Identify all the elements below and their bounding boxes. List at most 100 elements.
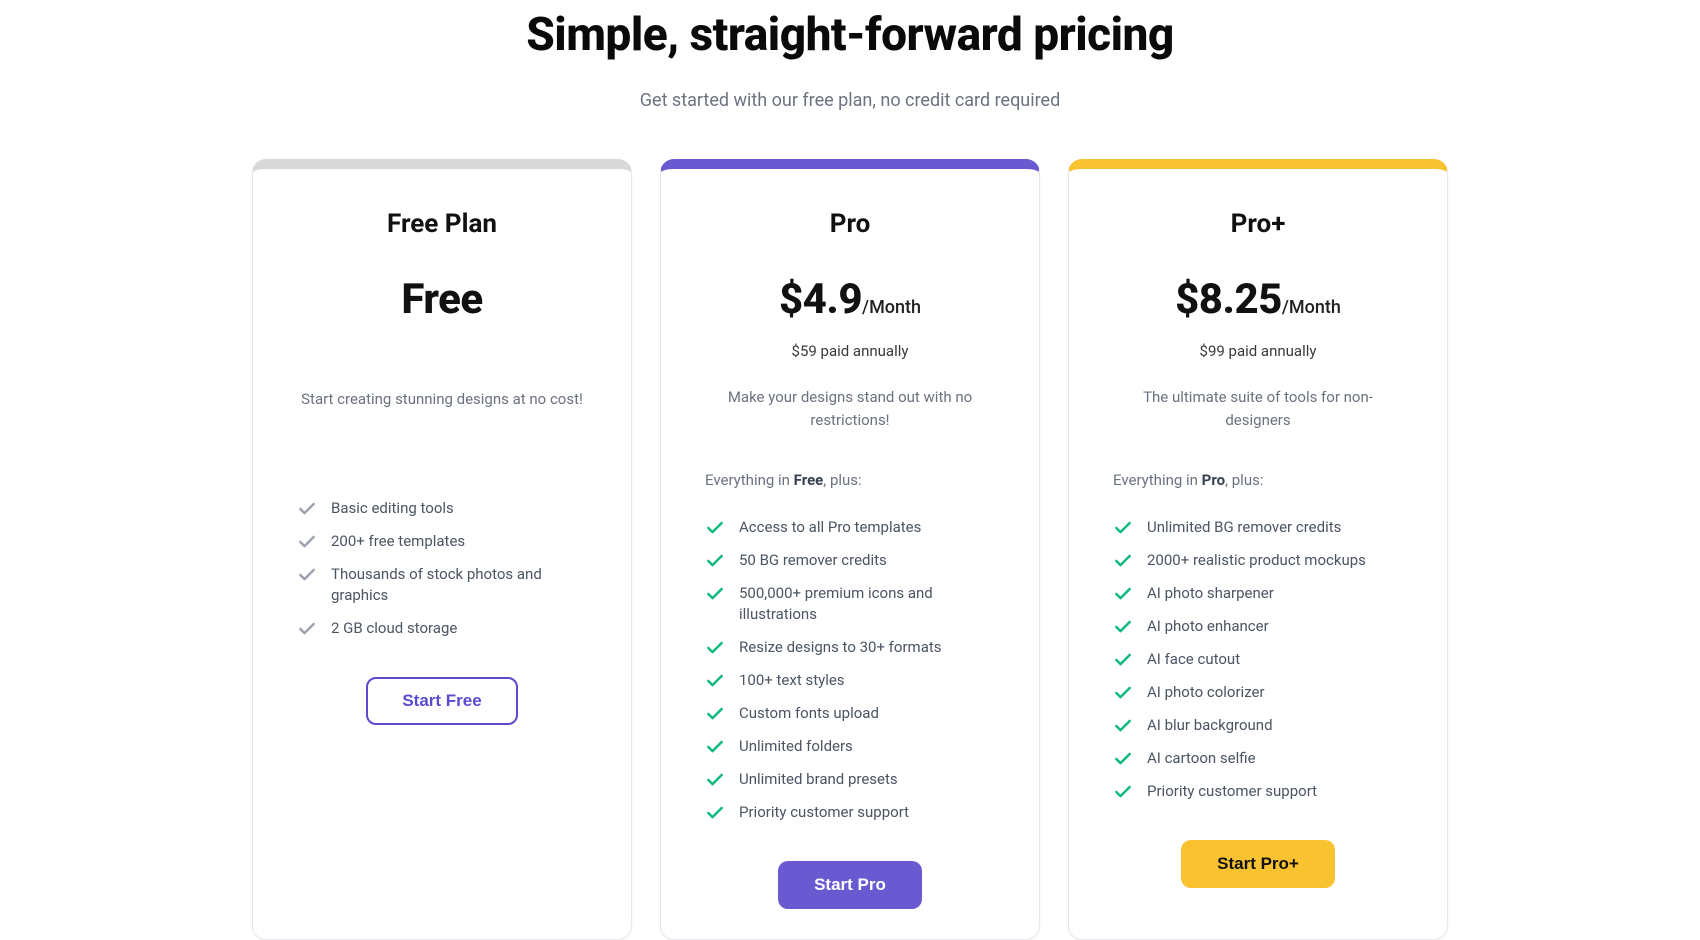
feature-item: 100+ text styles: [705, 664, 995, 697]
feature-item: Priority customer support: [1113, 775, 1403, 808]
feature-text: Basic editing tools: [331, 498, 454, 519]
page-title: Simple, straight-forward pricing: [250, 8, 1450, 62]
features-intro-spacer: [297, 472, 587, 492]
feature-item: 50 BG remover credits: [705, 544, 995, 577]
features-intro: Everything in Free, plus:: [705, 471, 995, 489]
feature-text: AI photo colorizer: [1147, 682, 1265, 703]
feature-item: AI blur background: [1113, 709, 1403, 742]
feature-item: Basic editing tools: [297, 492, 587, 525]
check-icon: [1113, 782, 1133, 802]
pricing-cards: Free Plan Free Start creating stunning d…: [250, 159, 1450, 940]
plan-name: Free Plan: [297, 209, 587, 239]
feature-list: Unlimited BG remover credits 2000+ realis…: [1113, 511, 1403, 808]
price-row: $4.9/Month: [705, 275, 995, 324]
page-subtitle: Get started with our free plan, no credi…: [250, 90, 1450, 111]
plan-price: $4.9: [779, 275, 862, 324]
feature-text: Unlimited BG remover credits: [1147, 517, 1341, 538]
check-icon: [705, 638, 725, 658]
plan-price: $8.25: [1175, 275, 1282, 324]
plan-annual-note: $59 paid annually: [705, 342, 995, 360]
plan-period: /Month: [1282, 297, 1341, 318]
feature-item: Custom fonts upload: [705, 697, 995, 730]
feature-text: Custom fonts upload: [739, 703, 879, 724]
feature-item: 2 GB cloud storage: [297, 612, 587, 645]
features-intro-suffix: , plus:: [823, 471, 861, 489]
feature-item: AI face cutout: [1113, 643, 1403, 676]
feature-item: AI photo sharpener: [1113, 577, 1403, 610]
feature-text: 50 BG remover credits: [739, 550, 887, 571]
price-row: $8.25/Month: [1113, 275, 1403, 324]
start-pro-button[interactable]: Start Pro: [778, 861, 922, 909]
check-icon: [1113, 716, 1133, 736]
check-icon: [297, 619, 317, 639]
plan-name: Pro+: [1113, 209, 1403, 239]
feature-text: Priority customer support: [739, 802, 909, 823]
feature-text: 100+ text styles: [739, 670, 845, 691]
check-icon: [297, 565, 317, 585]
feature-text: Unlimited folders: [739, 736, 853, 757]
check-icon: [705, 803, 725, 823]
feature-text: Priority customer support: [1147, 781, 1317, 802]
check-icon: [1113, 584, 1133, 604]
features-intro-suffix: , plus:: [1225, 471, 1263, 489]
feature-text: 500,000+ premium icons and illustrations: [739, 583, 995, 625]
feature-item: AI photo colorizer: [1113, 676, 1403, 709]
feature-text: 2000+ realistic product mockups: [1147, 550, 1366, 571]
features-intro-bold: Free: [794, 471, 824, 489]
features-intro-prefix: Everything in: [705, 471, 794, 489]
start-free-button[interactable]: Start Free: [366, 677, 517, 725]
plan-tagline: Make your designs stand out with no rest…: [705, 386, 995, 431]
feature-item: Unlimited brand presets: [705, 763, 995, 796]
feature-item: AI photo enhancer: [1113, 610, 1403, 643]
annual-spacer: [297, 342, 587, 362]
feature-text: AI photo sharpener: [1147, 583, 1274, 604]
feature-text: AI blur background: [1147, 715, 1273, 736]
check-icon: [705, 770, 725, 790]
feature-text: Access to all Pro templates: [739, 517, 921, 538]
plan-tagline: Start creating stunning designs at no co…: [297, 388, 587, 432]
feature-list: Access to all Pro templates 50 BG remover…: [705, 511, 995, 829]
feature-text: AI face cutout: [1147, 649, 1240, 670]
features-intro: Everything in Pro, plus:: [1113, 471, 1403, 489]
check-icon: [1113, 683, 1133, 703]
features-intro-bold: Pro: [1202, 471, 1225, 489]
price-row: Free: [297, 275, 587, 324]
feature-item: Priority customer support: [705, 796, 995, 829]
plan-price: Free: [401, 275, 482, 324]
feature-item: Unlimited folders: [705, 730, 995, 763]
feature-item: 500,000+ premium icons and illustrations: [705, 577, 995, 631]
feature-text: 200+ free templates: [331, 531, 465, 552]
plan-tagline: The ultimate suite of tools for non-desi…: [1113, 386, 1403, 431]
check-icon: [705, 551, 725, 571]
check-icon: [705, 584, 725, 604]
plan-period: /Month: [862, 297, 921, 318]
feature-item: AI cartoon selfie: [1113, 742, 1403, 775]
start-proplus-button[interactable]: Start Pro+: [1181, 840, 1335, 888]
feature-item: Access to all Pro templates: [705, 511, 995, 544]
feature-text: Thousands of stock photos and graphics: [331, 564, 587, 606]
feature-item: Thousands of stock photos and graphics: [297, 558, 587, 612]
features-intro-prefix: Everything in: [1113, 471, 1202, 489]
feature-text: Unlimited brand presets: [739, 769, 898, 790]
check-icon: [297, 499, 317, 519]
plan-card-pro: Pro $4.9/Month $59 paid annually Make yo…: [660, 159, 1040, 940]
check-icon: [1113, 617, 1133, 637]
feature-item: 2000+ realistic product mockups: [1113, 544, 1403, 577]
check-icon: [1113, 650, 1133, 670]
check-icon: [705, 737, 725, 757]
feature-item: Unlimited BG remover credits: [1113, 511, 1403, 544]
check-icon: [705, 671, 725, 691]
feature-text: 2 GB cloud storage: [331, 618, 457, 639]
feature-text: Resize designs to 30+ formats: [739, 637, 942, 658]
check-icon: [1113, 518, 1133, 538]
check-icon: [705, 518, 725, 538]
plan-card-proplus: Pro+ $8.25/Month $99 paid annually The u…: [1068, 159, 1448, 940]
check-icon: [297, 532, 317, 552]
feature-item: 200+ free templates: [297, 525, 587, 558]
plan-annual-note: $99 paid annually: [1113, 342, 1403, 360]
feature-list: Basic editing tools 200+ free templates Th…: [297, 492, 587, 645]
check-icon: [1113, 551, 1133, 571]
feature-item: Resize designs to 30+ formats: [705, 631, 995, 664]
check-icon: [1113, 749, 1133, 769]
feature-text: AI photo enhancer: [1147, 616, 1269, 637]
